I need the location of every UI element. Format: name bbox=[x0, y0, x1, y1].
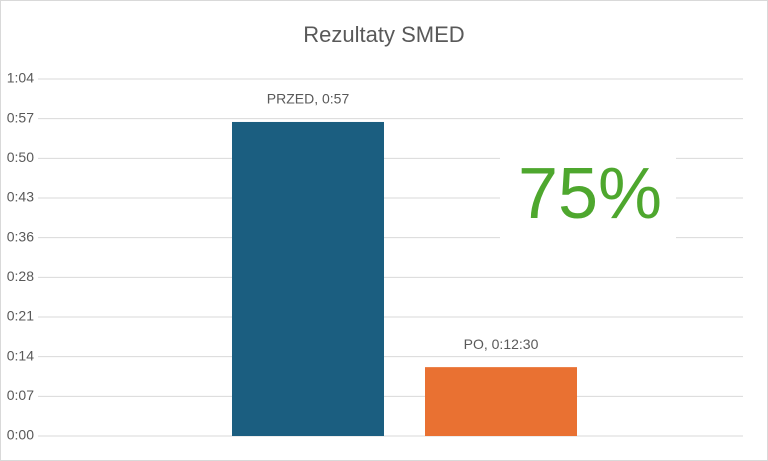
y-tick-label: 0:57 bbox=[7, 109, 34, 125]
annotation-box bbox=[500, 150, 676, 240]
data-label: PRZED, 0:57 bbox=[267, 91, 350, 107]
y-tick-label: 0:43 bbox=[7, 189, 34, 205]
bar bbox=[425, 367, 577, 436]
chart-title: Rezultaty SMED bbox=[303, 22, 464, 47]
bar bbox=[232, 121, 384, 436]
y-tick-label: 1:04 bbox=[7, 70, 34, 86]
y-tick-label: 0:14 bbox=[7, 347, 34, 363]
y-tick-label: 0:50 bbox=[7, 149, 34, 165]
y-tick-label: 0:36 bbox=[7, 228, 34, 244]
y-tick-label: 0:07 bbox=[7, 387, 34, 403]
y-tick-label: 0:21 bbox=[7, 308, 34, 324]
y-tick-label: 0:28 bbox=[7, 268, 34, 284]
data-label: PO, 0:12:30 bbox=[464, 336, 539, 352]
annotation: 75% bbox=[518, 154, 662, 234]
y-tick-label: 0:00 bbox=[7, 427, 34, 443]
